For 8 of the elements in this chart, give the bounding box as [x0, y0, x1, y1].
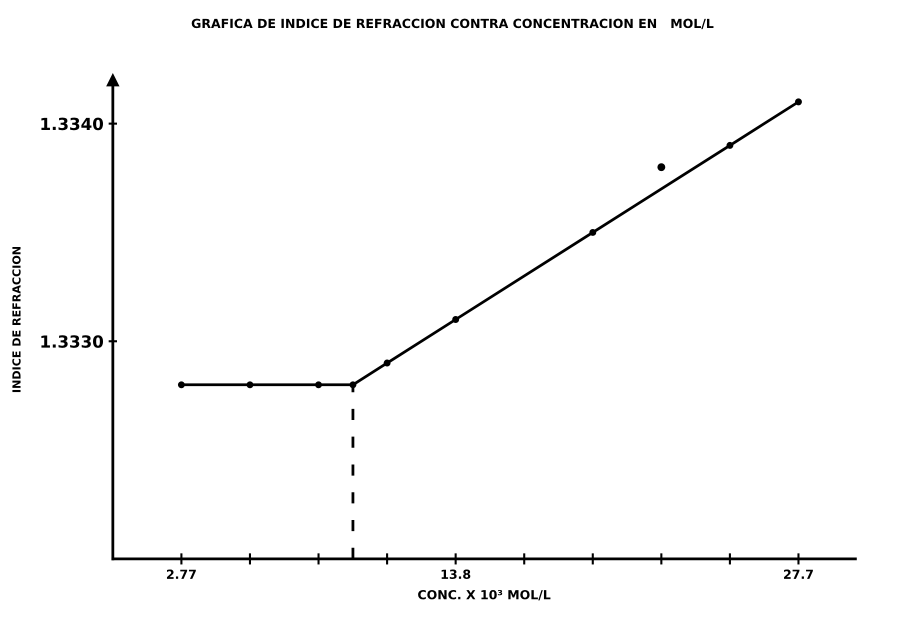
x-axis-title: CONC. X 10³ MOL/L: [418, 590, 550, 600]
y-tick-label: 1.3340: [41, 118, 104, 130]
y-axis-title: INDICE DE REFRACCION: [12, 246, 21, 392]
x-tick-label: 2.77: [166, 570, 196, 579]
x-tick-label: 13.8: [442, 570, 470, 579]
y-tick-label: 1.3330: [41, 335, 104, 348]
x-tick-label: 27.7: [784, 570, 813, 579]
chart-title: GRAFICA DE INDICE DE REFRACCION CONTRA CONCENTRACION EN MOL/L: [192, 18, 714, 30]
